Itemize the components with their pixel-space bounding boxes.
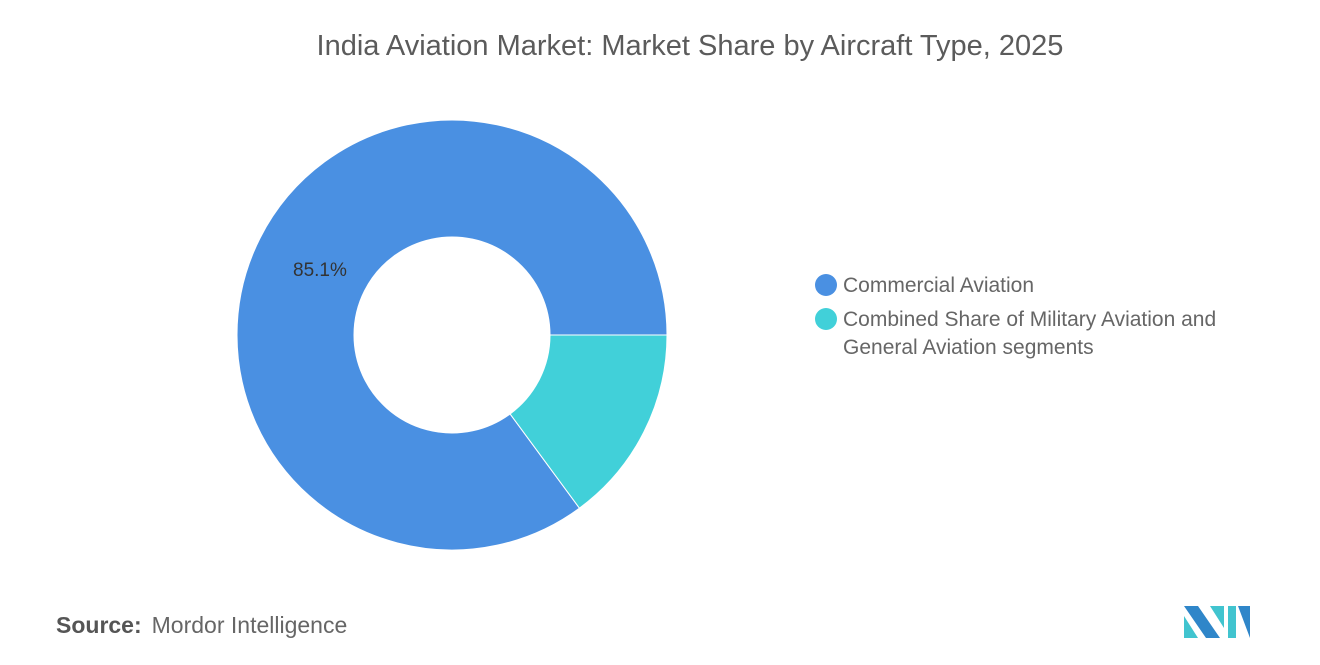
donut-slice-1[interactable] — [236, 119, 668, 551]
legend-swatch-commercial — [815, 274, 837, 296]
source-note: Source: Mordor Intelligence — [56, 612, 347, 639]
legend-item-other[interactable]: Combined Share of Military Aviation and … — [815, 306, 1275, 362]
legend-swatch-other — [815, 308, 837, 330]
legend-label: Combined Share of Military Aviation and … — [843, 308, 1217, 359]
donut-slice-2[interactable] — [509, 334, 668, 509]
legend: Commercial Aviation Combined Share of Mi… — [815, 272, 1275, 368]
data-label: 85.1% — [293, 260, 347, 281]
mordor-intelligence-logo — [1184, 606, 1250, 638]
legend-label: Commercial Aviation — [843, 274, 1035, 297]
chart-title: India Aviation Market: Market Share by A… — [316, 30, 1064, 62]
source-label: Source: — [56, 612, 142, 638]
source-value: Mordor Intelligence — [151, 612, 348, 638]
legend-item-commercial[interactable]: Commercial Aviation — [815, 272, 1275, 300]
